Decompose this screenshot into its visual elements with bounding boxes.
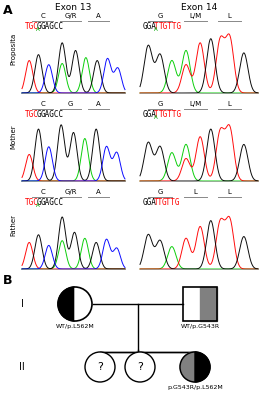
Wedge shape — [75, 287, 92, 321]
Text: Proposita: Proposita — [10, 33, 16, 65]
Text: II: II — [19, 362, 25, 372]
Wedge shape — [180, 352, 195, 382]
Text: TGC: TGC — [25, 110, 39, 119]
Text: TGTTG: TGTTG — [158, 110, 182, 119]
Text: G: G — [157, 13, 163, 19]
Text: WT/p.G543R: WT/p.G543R — [180, 324, 220, 329]
Text: TGTTG: TGTTG — [158, 22, 182, 31]
Text: L: L — [193, 189, 197, 195]
Text: A: A — [154, 27, 158, 32]
Text: C: C — [40, 13, 45, 19]
Text: Father: Father — [10, 214, 16, 236]
Text: GTTG: GTTG — [162, 198, 180, 207]
Bar — [183, 287, 217, 321]
Text: G: G — [157, 101, 163, 107]
Text: A: A — [36, 203, 40, 208]
Text: A: A — [96, 189, 101, 195]
Text: C: C — [40, 189, 45, 195]
Text: L: L — [228, 101, 232, 107]
Text: G: G — [36, 22, 41, 31]
Text: L: L — [228, 189, 232, 195]
Text: C: C — [40, 101, 45, 107]
Text: L: L — [228, 13, 232, 19]
Circle shape — [125, 352, 155, 382]
Text: G/R: G/R — [64, 13, 77, 19]
Text: A: A — [96, 101, 101, 107]
Text: L/M: L/M — [189, 101, 202, 107]
Text: G: G — [36, 198, 41, 207]
Text: GGA: GGA — [143, 110, 157, 119]
Text: A: A — [96, 13, 101, 19]
Wedge shape — [195, 352, 210, 382]
Text: I: I — [21, 299, 23, 309]
Bar — [200, 287, 217, 321]
Text: G/R: G/R — [64, 189, 77, 195]
Text: G: G — [157, 189, 163, 195]
Text: GAGCC: GAGCC — [40, 110, 64, 119]
Text: Exon 14: Exon 14 — [181, 3, 217, 12]
Text: B: B — [3, 274, 12, 287]
Text: TGC: TGC — [25, 22, 39, 31]
Text: TGC: TGC — [25, 198, 39, 207]
Text: A: A — [154, 115, 158, 120]
Bar — [183, 287, 200, 321]
Text: A: A — [3, 4, 13, 17]
Text: Mother: Mother — [10, 125, 16, 150]
Text: ?: ? — [137, 362, 143, 372]
Text: ?: ? — [97, 362, 103, 372]
Text: GGA: GGA — [143, 22, 157, 31]
Text: GGA: GGA — [143, 198, 157, 207]
Text: T: T — [154, 110, 159, 119]
Text: G: G — [68, 101, 73, 107]
Text: Exon 13: Exon 13 — [55, 3, 92, 12]
Text: G: G — [36, 110, 41, 119]
Text: GAGCC: GAGCC — [40, 22, 64, 31]
Text: T: T — [154, 22, 159, 31]
Wedge shape — [58, 287, 75, 321]
Text: A: A — [36, 27, 40, 32]
Circle shape — [85, 352, 115, 382]
Text: WT/p.L562M: WT/p.L562M — [56, 324, 94, 329]
Text: TT: TT — [154, 198, 164, 207]
Text: p.G543R/p.L562M: p.G543R/p.L562M — [167, 385, 223, 390]
Text: GAGCC: GAGCC — [40, 198, 64, 207]
Text: L/M: L/M — [189, 13, 202, 19]
